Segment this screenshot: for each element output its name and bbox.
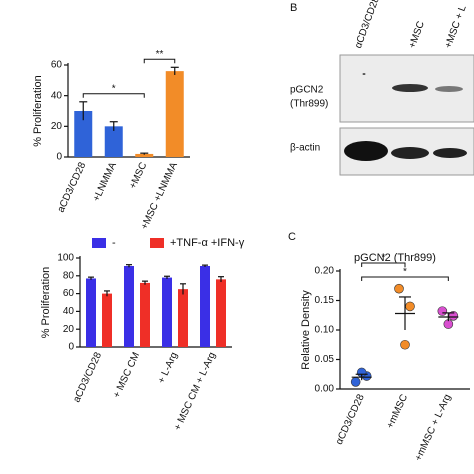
significance-label: * [112, 83, 116, 94]
y-tick-label: 60 [51, 60, 63, 71]
bar [104, 126, 123, 157]
x-tick-label: +mMSC + L-Arg [413, 393, 454, 463]
y-tick-label: 20 [51, 121, 63, 132]
blot-band [392, 84, 428, 92]
y-tick-label: 0.20 [315, 266, 335, 277]
significance-label: ** [156, 49, 164, 60]
bar [216, 279, 226, 347]
lane-label: +MSC [407, 20, 427, 50]
y-tick-label: 0 [68, 342, 74, 353]
x-tick-label: + MSC CM [111, 351, 142, 400]
bar [200, 266, 210, 347]
panel-label: C [288, 231, 296, 243]
x-tick-label: αCD3/CD28 [334, 392, 367, 446]
y-tick-label: 40 [63, 306, 75, 317]
bar [135, 153, 154, 157]
blot-band [344, 141, 388, 161]
y-tick-label: 0.05 [315, 354, 335, 365]
legend-swatch [150, 238, 164, 248]
data-point [400, 339, 410, 350]
bar [102, 293, 112, 347]
y-tick-label: 0.00 [315, 384, 335, 395]
legend-label: +TNF-α +IFN-γ [170, 237, 245, 249]
y-tick-label: 60 [63, 288, 75, 299]
bar [162, 277, 172, 347]
y-tick-label: 80 [63, 270, 75, 281]
bar [86, 278, 96, 347]
significance-bracket [82, 93, 145, 98]
significance-bracket [143, 58, 176, 64]
significance-bracket [361, 262, 406, 267]
x-tick-label: +LNMMA [91, 160, 119, 203]
significance-bracket [361, 276, 449, 281]
row-label: (Thr899) [290, 99, 328, 110]
data-point [405, 301, 415, 312]
data-point [394, 283, 404, 294]
x-tick-label: + MSC CM + L-Arg [172, 351, 218, 433]
y-tick-label: 0 [56, 152, 62, 163]
y-tick-label: 40 [51, 90, 63, 101]
bar [74, 111, 93, 157]
data-point [437, 306, 448, 316]
legend-label: - [112, 237, 116, 249]
bar [140, 282, 150, 347]
lane-label: +MSC + L [443, 3, 469, 49]
blot-band [362, 73, 366, 75]
lane-label: αCD3/CD28 [353, 0, 382, 50]
significance-label: * [381, 253, 385, 264]
data-point [350, 377, 361, 387]
y-tick-label: 100 [57, 253, 74, 264]
legend-swatch [92, 238, 106, 248]
panel-label: B [290, 2, 297, 14]
y-tick-label: 20 [63, 324, 75, 335]
y-axis-label: % Proliferation [32, 75, 44, 147]
bar [165, 71, 184, 157]
row-label: β-actin [290, 143, 320, 154]
y-tick-label: 0.15 [315, 295, 335, 306]
x-tick-label: +MSC [128, 161, 150, 191]
chart-title: pGCN2 (Thr899) [354, 252, 436, 264]
y-axis-label: % Proliferation [40, 267, 52, 339]
blot-band [391, 147, 429, 159]
significance-label: * [403, 267, 407, 278]
bar [178, 289, 188, 347]
y-tick-label: 0.10 [315, 325, 335, 336]
blot-band [435, 86, 463, 92]
x-tick-label: aCD3/CD28 [71, 350, 104, 404]
row-label: pGCN2 [290, 85, 324, 96]
y-axis-label: Relative Density [300, 290, 312, 370]
x-tick-label: +mMSC [385, 393, 410, 431]
x-tick-label: + L-Arg [156, 351, 180, 386]
bar [124, 266, 134, 347]
blot-band [433, 148, 467, 158]
x-tick-label: aCD3/CD28 [56, 160, 89, 214]
